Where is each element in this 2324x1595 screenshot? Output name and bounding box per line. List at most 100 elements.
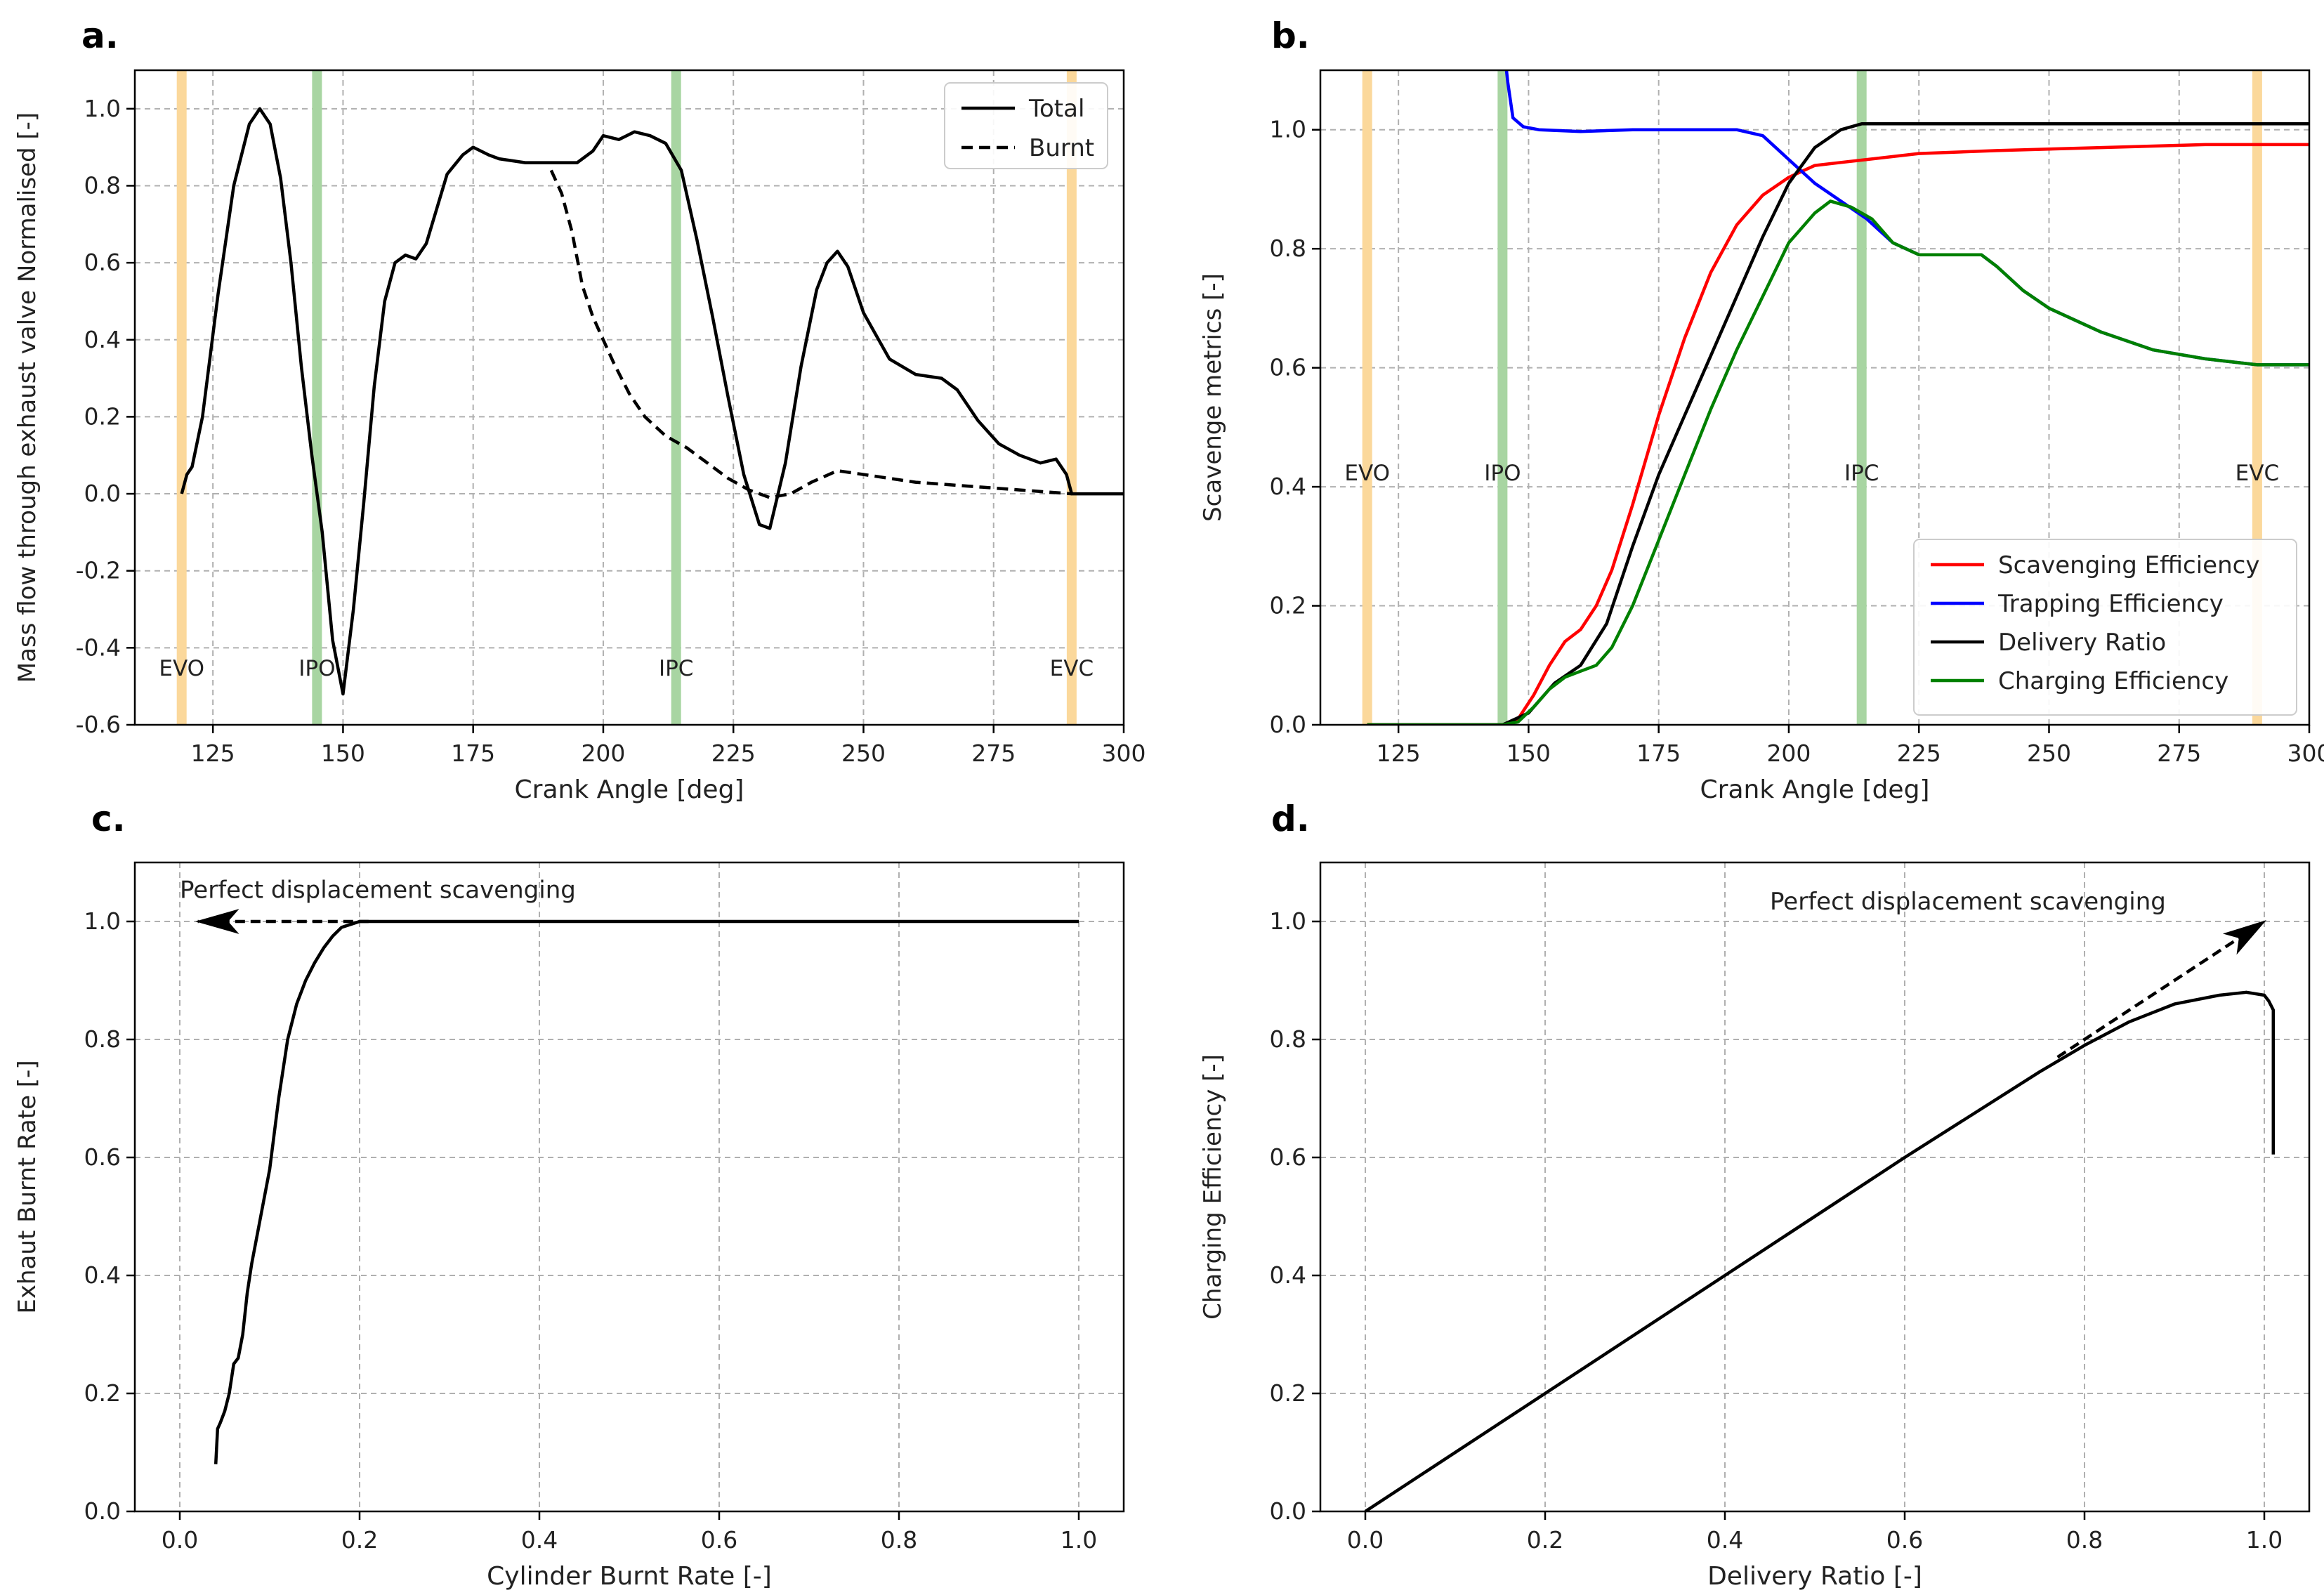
plot-area [214,919,1079,1464]
x-tick-label: 225 [1897,740,1941,767]
marker-label-ipo: IPO [1484,461,1521,486]
marker-label-evo: EVO [1344,461,1390,486]
x-tick-label: 0.0 [1347,1526,1384,1554]
x-axis-label: Crank Angle [deg] [515,775,744,804]
y-tick-label: 0.8 [84,1025,121,1053]
y-tick-label: 0.6 [1270,354,1306,381]
marker-label-ipo: IPO [298,656,335,681]
x-tick-label: 0.8 [881,1526,917,1554]
x-tick-label: 225 [711,740,756,767]
annotation-text: Perfect displacement scavenging [180,876,576,904]
x-tick-label: 250 [841,740,886,767]
series-line-charging-efficiency [1367,199,2309,725]
y-tick-label: 0.4 [1270,473,1306,500]
x-tick-label: 0.8 [2066,1526,2103,1554]
plot-area [1364,990,2276,1511]
panel-label: c. [91,799,126,839]
y-tick-label: 1.0 [1270,116,1306,143]
axes-frame [1319,69,2311,726]
x-axis-label: Cylinder Burnt Rate [-] [487,1562,772,1591]
legend-box [1913,539,2297,716]
panel-c: c. Perfect displacement scavenging 0.0 0.2 0… [13,799,1125,1591]
x-tick-label: 300 [2287,740,2324,767]
y-tick-label: 0.4 [84,326,121,353]
y-tick-label: 0.0 [1270,711,1306,738]
grid [1320,862,2309,1512]
marker-label-evc: EVC [2236,461,2279,486]
y-tick-label: 0.6 [84,249,121,276]
x-tick-label: 275 [2157,740,2201,767]
y-tick-label: 0.8 [1270,1025,1306,1053]
series-line-trapping-efficiency [1504,70,2309,367]
x-tick-label: 250 [2027,740,2071,767]
plot-area [1367,70,2309,725]
y-tick-label: 0.4 [84,1261,121,1289]
x-axis-label: Crank Angle [deg] [1700,775,1930,804]
plot-area [180,107,1124,696]
y-axis-label: Scavenge metrics [-] [1199,273,1227,522]
x-tick-label: 0.4 [1707,1526,1743,1554]
marker-label-ipc: IPC [659,656,693,681]
y-tick-label: 0.0 [1270,1497,1306,1525]
panel-label: b. [1271,15,1310,56]
y-tick-label: 0.4 [1270,1261,1306,1289]
panel-a: a. EVO IPO IPC EVC 125 150 175 200 225 250 275 300 -0… [13,15,1146,804]
axes-frame [1319,861,2311,1513]
x-tick-label: 1.0 [1061,1526,1097,1554]
y-axis-label: Exhaut Burnt Rate [-] [13,1060,41,1313]
legend-label: Trapping Efficiency [1997,590,2224,618]
x-tick-label: 1.0 [2246,1526,2283,1554]
panel-label: d. [1271,799,1310,839]
annotation-text: Perfect displacement scavenging [1770,888,2166,916]
y-tick-label: 1.0 [1270,907,1306,935]
x-tick-label: 200 [581,740,625,767]
legend-label: Delivery Ratio [1998,629,2166,657]
x-tick-label: 0.2 [341,1526,378,1554]
marker-label-evo: EVO [159,656,204,681]
x-tick-label: 175 [1636,740,1681,767]
series-line-scavenging-efficiency [1367,143,2309,725]
y-tick-label: -0.2 [76,557,121,584]
legend-label: Burnt [1029,134,1094,162]
x-tick-label: 150 [1506,740,1551,767]
y-tick-label: 0.2 [1270,1379,1306,1407]
x-tick-label: 125 [1377,740,1421,767]
series-line-charging-vs-delivery [1364,990,2276,1511]
y-tick-label: 0.2 [84,1379,121,1407]
marker-label-evc: EVC [1050,656,1094,681]
y-tick-label: 1.0 [84,95,121,122]
legend: Scavenging Efficiency Trapping Efficiency… [1913,539,2297,716]
y-tick-label: 0.8 [1270,235,1306,262]
x-tick-label: 0.4 [521,1526,558,1554]
x-tick-label: 300 [1102,740,1146,767]
y-axis-label: Charging Efficiency [-] [1199,1054,1227,1320]
x-tick-label: 175 [451,740,495,767]
x-axis-label: Delivery Ratio [-] [1707,1562,1922,1591]
series-line-total [180,107,1124,696]
x-tick-label: 0.0 [162,1526,198,1554]
axes-frame [133,69,1125,726]
legend-label: Scavenging Efficiency [1998,551,2259,579]
x-tick-label: 200 [1766,740,1811,767]
y-tick-label: 1.0 [84,907,121,935]
panel-d: d. Perfect displacement scavenging 0.0 0.2 0… [1199,799,2311,1591]
y-tick-label: 0.6 [1270,1143,1306,1171]
grid [135,70,1124,726]
x-tick-label: 0.6 [701,1526,737,1554]
legend-label: Total [1028,95,1084,123]
legend: Total Burnt [944,82,1108,169]
y-tick-label: 0.0 [84,1497,121,1525]
y-axis-label: Mass flow through exhaust valve Normalis… [13,112,41,683]
legend-label: Charging Efficiency [1998,667,2228,695]
x-tick-label: 0.6 [1886,1526,1923,1554]
y-tick-label: 0.2 [1270,592,1306,619]
series-line-burnt-rate [214,919,1079,1464]
y-tick-label: -0.6 [76,711,121,738]
x-tick-label: 150 [321,740,365,767]
series-line-burnt [549,169,1072,499]
grid [135,862,1124,1512]
x-tick-label: 125 [191,740,235,767]
annotation-arrow-head [195,909,239,934]
x-tick-label: 275 [971,740,1016,767]
